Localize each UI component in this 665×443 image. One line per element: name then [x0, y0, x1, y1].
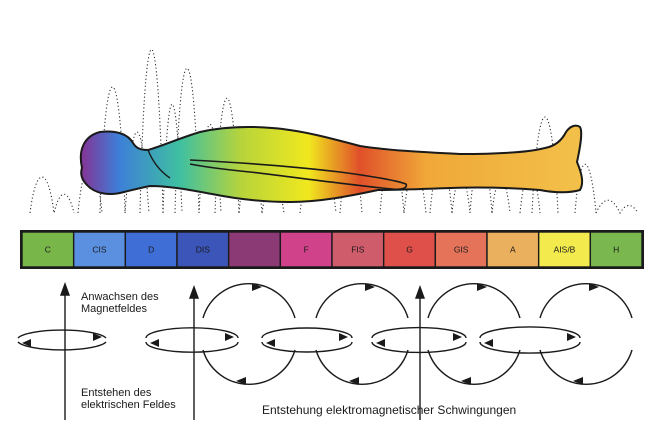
electric-field-label: Entstehen des elektrischen Feldes — [81, 387, 176, 411]
loop-circle — [427, 283, 521, 385]
scale-key: DIS — [176, 231, 230, 268]
scale-key: H — [589, 231, 643, 268]
scale-key: D — [124, 231, 178, 268]
scale-key-label: C — [45, 245, 51, 255]
scale-key-label: H — [613, 245, 619, 255]
loop-circle — [202, 283, 296, 385]
loop-ellipse — [371, 326, 467, 354]
scale-key-swatch — [279, 231, 333, 268]
scale-key: CIS — [72, 231, 127, 268]
shoulder-line — [147, 149, 171, 179]
scale-key: GIS — [434, 231, 488, 268]
scale-key: G — [382, 231, 437, 268]
loop-ellipse — [17, 329, 107, 351]
scale-key-swatch — [434, 231, 488, 268]
loop-circle — [539, 283, 633, 385]
ellipse-arrowheads — [22, 333, 576, 347]
scale-key: AIS/B — [537, 231, 592, 268]
scale-key-label: A — [510, 245, 516, 255]
scale-key-label: CIS — [92, 245, 107, 255]
em-oscillation-label: Entstehung elektromagnetischer Schwingun… — [262, 403, 517, 417]
field-arrows — [60, 281, 425, 420]
loop-ellipse — [261, 327, 353, 353]
scale-key-swatch — [589, 231, 643, 268]
scale-key-label: FIS — [351, 245, 365, 255]
scale-key: F — [279, 231, 333, 268]
loop-ellipse — [479, 326, 581, 354]
scale-key-swatch — [382, 231, 437, 268]
scale-key-label: G — [406, 245, 413, 255]
scale-key-swatch — [21, 231, 75, 268]
color-scale: C CIS D DIS F FIS G GIS A AIS/B H — [20, 230, 644, 269]
magnetic-field-label: Anwachsen des Magnetfeldes — [81, 291, 159, 315]
scale-key: A — [486, 231, 540, 268]
scale-key-swatch — [227, 231, 282, 268]
body-silhouette — [79, 124, 584, 204]
scale-key-swatch — [331, 231, 385, 268]
scale-key: C — [21, 231, 75, 268]
magnetic-loops — [202, 283, 633, 385]
loop-circle — [315, 283, 409, 385]
scale-key-label: DIS — [196, 245, 211, 255]
scale-key-label: F — [304, 245, 309, 255]
scale-key: FIS — [331, 231, 385, 268]
scale-key-label: D — [148, 245, 154, 255]
scale-key-label: AIS/B — [554, 245, 576, 255]
arm-outline — [189, 159, 408, 191]
scale-key-label: GIS — [454, 245, 469, 255]
scale-key-swatch — [537, 231, 592, 268]
electric-loops — [17, 326, 581, 354]
loop-ellipse — [145, 327, 239, 353]
scale-key — [227, 231, 282, 268]
circle-arrowheads — [236, 283, 599, 385]
